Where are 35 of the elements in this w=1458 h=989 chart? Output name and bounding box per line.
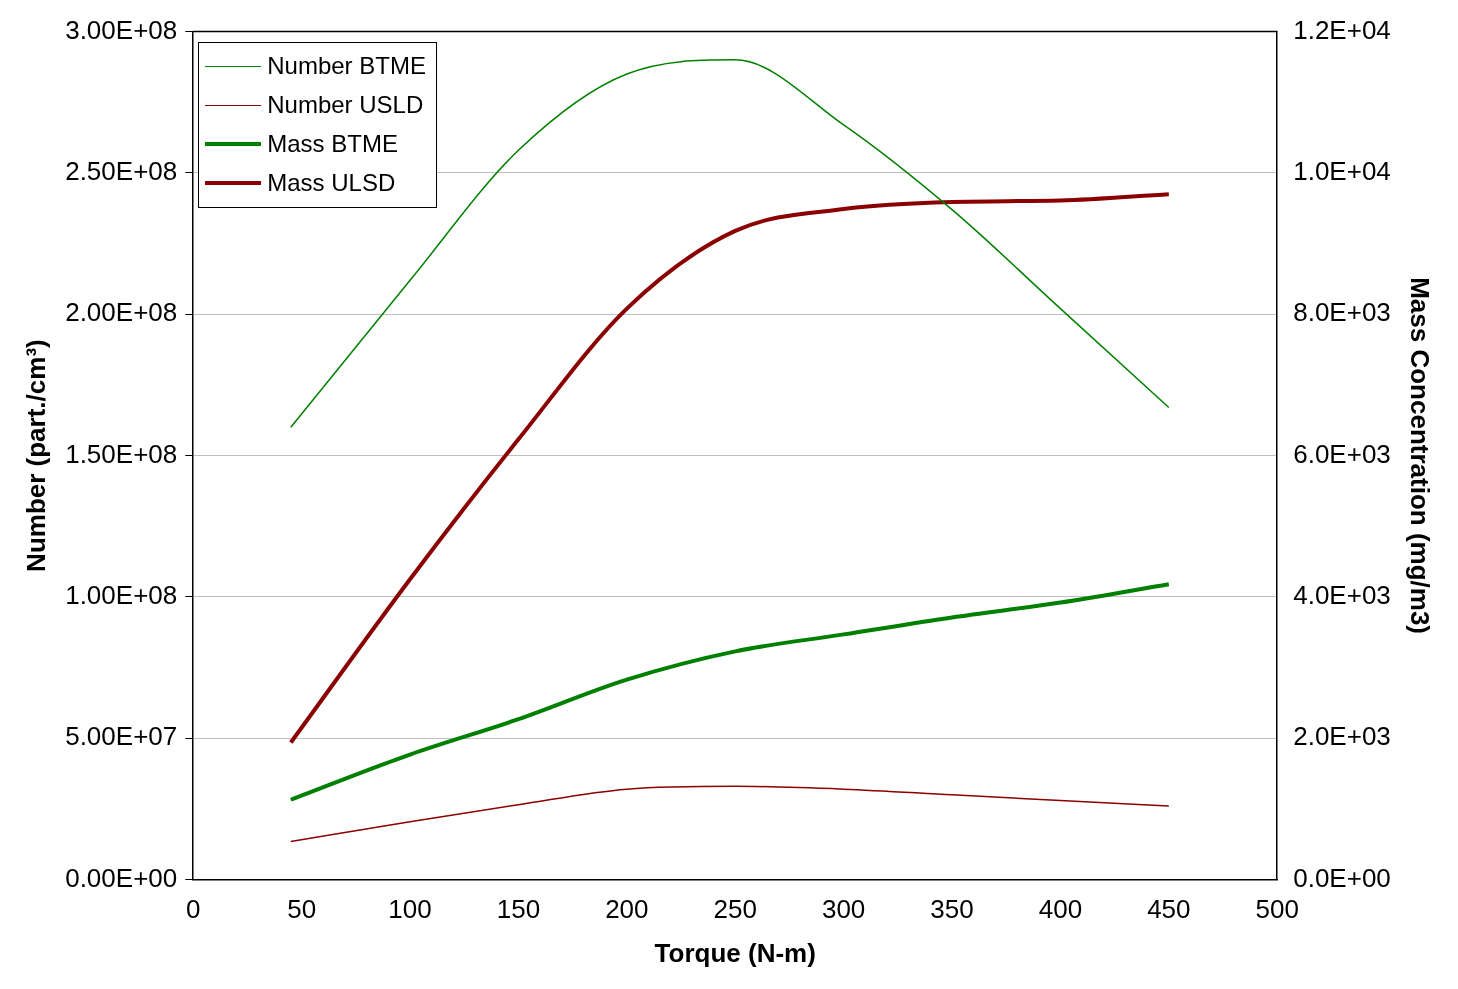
x-tick-label: 200 <box>605 894 649 925</box>
y-tick-label: 1.50E+08 <box>65 438 178 469</box>
x-tick-label: 150 <box>496 894 541 925</box>
y-tick-label: 1.00E+08 <box>65 580 178 611</box>
x-tick-label: 500 <box>1255 894 1299 925</box>
legend-label: Number USLD <box>267 91 424 120</box>
y-tick-label: 2.00E+08 <box>65 297 178 328</box>
y-tick-label: 3.00E+08 <box>65 14 178 45</box>
legend-label: Mass BTME <box>267 130 398 159</box>
x-tick-label: 350 <box>930 894 974 925</box>
y2-tick-label: 2.0E+03 <box>1293 721 1391 752</box>
y2-tick-label: 0.0E+00 <box>1293 862 1391 893</box>
y2-tick-label: 8.0E+03 <box>1293 297 1391 328</box>
y2-tick-label: 6.0E+03 <box>1293 438 1391 469</box>
y2-axis-title: Mass Concentration (mg/m3) <box>1405 277 1436 635</box>
x-tick-label: 450 <box>1147 894 1191 925</box>
y2-tick-label: 1.0E+04 <box>1293 156 1391 187</box>
y-tick-label: 0.00E+00 <box>65 862 178 893</box>
y2-tick-label: 1.2E+04 <box>1293 14 1391 45</box>
x-tick-label: 400 <box>1038 894 1083 925</box>
line-series <box>288 192 1171 745</box>
legend-label: Number BTME <box>267 52 426 81</box>
y-tick-label: 5.00E+07 <box>65 721 178 752</box>
y-axis-title: Number (part./cm³) <box>20 339 51 572</box>
x-tick-label: 0 <box>186 894 201 925</box>
y-tick-label: 2.50E+08 <box>65 156 178 187</box>
legend-label: Mass ULSD <box>267 169 396 198</box>
line-series <box>290 785 1170 843</box>
line-series <box>288 582 1171 802</box>
x-tick-label: 300 <box>821 894 866 925</box>
y2-tick-label: 4.0E+03 <box>1293 580 1391 611</box>
x-tick-label: 250 <box>713 894 757 925</box>
x-axis-title: Torque (N-m) <box>654 937 816 968</box>
x-tick-label: 50 <box>287 894 317 925</box>
x-tick-label: 100 <box>388 894 432 925</box>
